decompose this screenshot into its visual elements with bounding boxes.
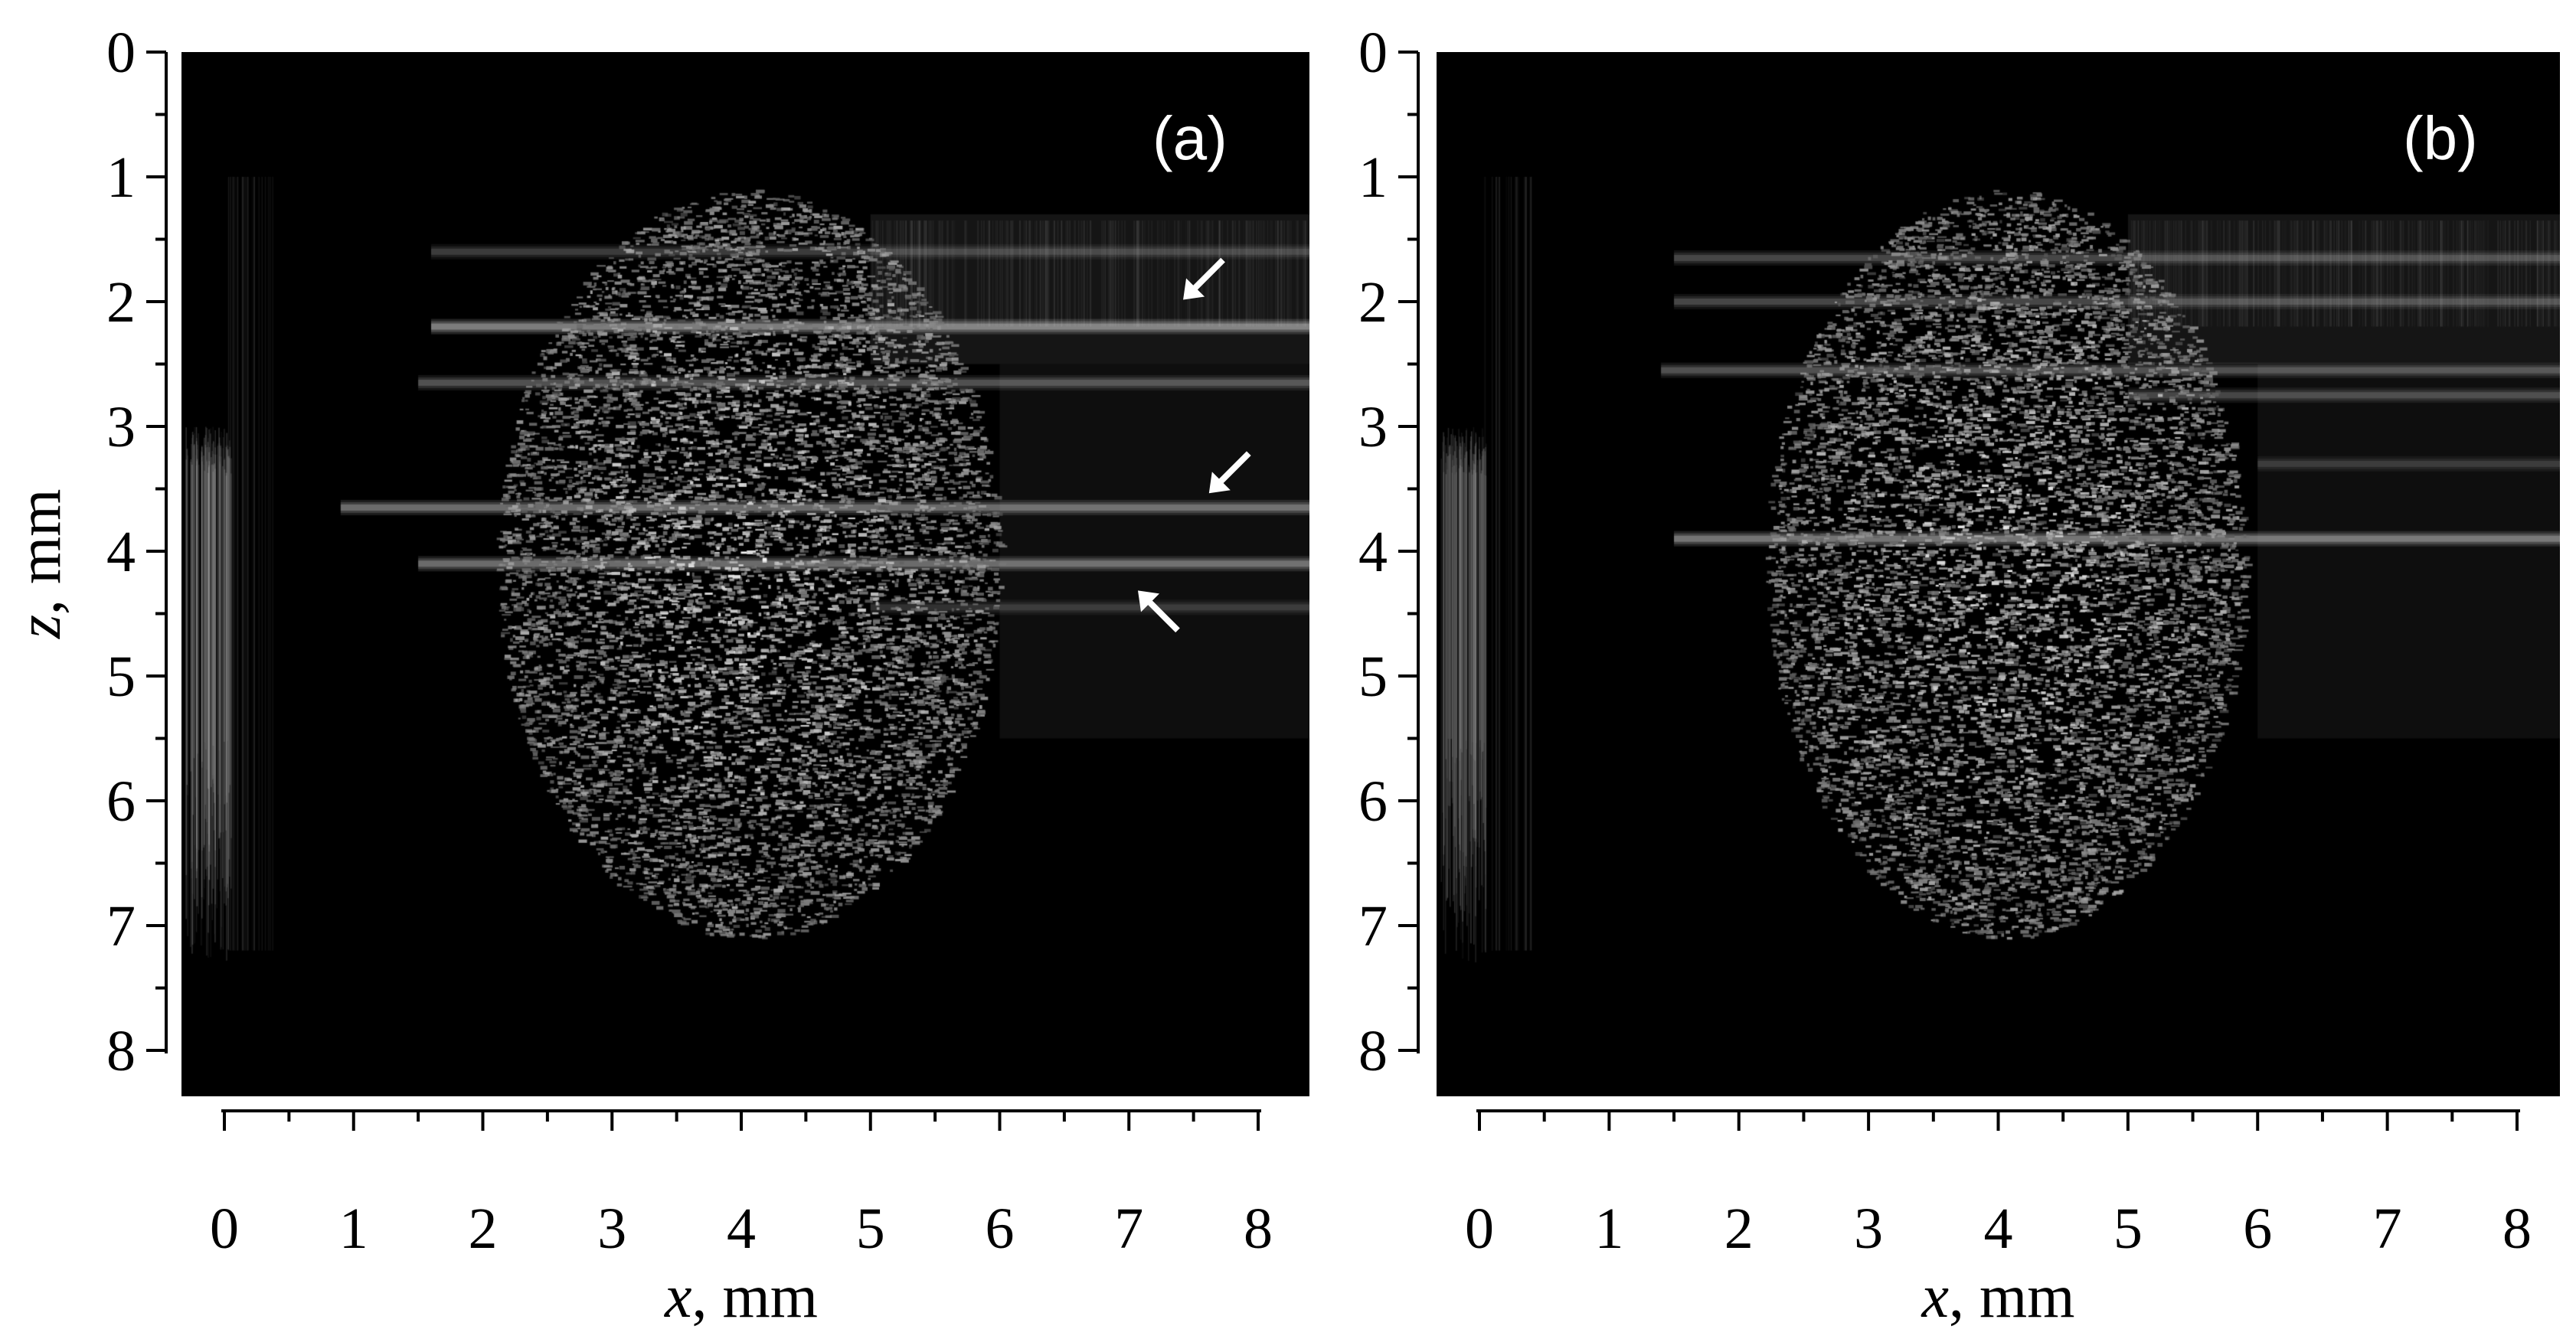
z-tick-label: 4 xyxy=(106,520,136,584)
z-tick-label: 5 xyxy=(106,645,136,709)
z-tick-label: 1 xyxy=(1358,145,1388,210)
x-axis-label: x, mm xyxy=(664,1263,818,1331)
x-tick-label: 4 xyxy=(727,1197,756,1261)
x-tick-label: 2 xyxy=(469,1197,498,1261)
z-tick-label: 6 xyxy=(106,769,136,834)
oct-image xyxy=(1437,52,2560,1096)
x-tick-label: 5 xyxy=(856,1197,885,1261)
arrow-marker xyxy=(1138,590,1180,633)
z-tick-label: 3 xyxy=(1358,395,1388,459)
z-tick-label: 0 xyxy=(1358,21,1388,85)
z-tick-label: 3 xyxy=(106,395,136,459)
z-axis-label: z, mm xyxy=(6,489,74,640)
z-tick-label: 0 xyxy=(106,21,136,85)
x-tick-label: 8 xyxy=(2502,1197,2532,1261)
z-tick-label: 2 xyxy=(106,270,136,335)
x-tick-label: 3 xyxy=(597,1197,626,1261)
z-tick-label: 7 xyxy=(106,894,136,959)
x-tick-label: 6 xyxy=(986,1197,1015,1261)
x-tick-label: 1 xyxy=(1594,1197,1623,1261)
panel-label: (b) xyxy=(2403,104,2478,172)
x-tick-label: 3 xyxy=(1854,1197,1883,1261)
z-tick-label: 6 xyxy=(1358,769,1388,834)
x-tick-label: 2 xyxy=(1724,1197,1754,1261)
panel-label: (a) xyxy=(1152,104,1228,172)
x-tick-label: 7 xyxy=(1114,1197,1143,1261)
x-tick-label: 0 xyxy=(210,1197,239,1261)
x-axis-label: x, mm xyxy=(1921,1263,2075,1331)
arrow-marker xyxy=(1183,257,1225,300)
x-tick-label: 5 xyxy=(2113,1197,2143,1261)
z-tick-label: 8 xyxy=(1358,1019,1388,1083)
z-tick-label: 1 xyxy=(106,145,136,210)
z-tick-label: 4 xyxy=(1358,520,1388,584)
x-tick-label: 4 xyxy=(1984,1197,2013,1261)
x-tick-label: 1 xyxy=(339,1197,368,1261)
x-tick-label: 0 xyxy=(1465,1197,1494,1261)
z-tick-label: 5 xyxy=(1358,645,1388,709)
oct-image xyxy=(181,52,1309,1096)
z-tick-label: 8 xyxy=(106,1019,136,1083)
x-tick-label: 7 xyxy=(2373,1197,2402,1261)
x-tick-label: 8 xyxy=(1244,1197,1273,1261)
z-tick-label: 2 xyxy=(1358,270,1388,335)
arrow-marker xyxy=(1208,451,1251,494)
z-tick-label: 7 xyxy=(1358,894,1388,959)
x-tick-label: 6 xyxy=(2243,1197,2272,1261)
